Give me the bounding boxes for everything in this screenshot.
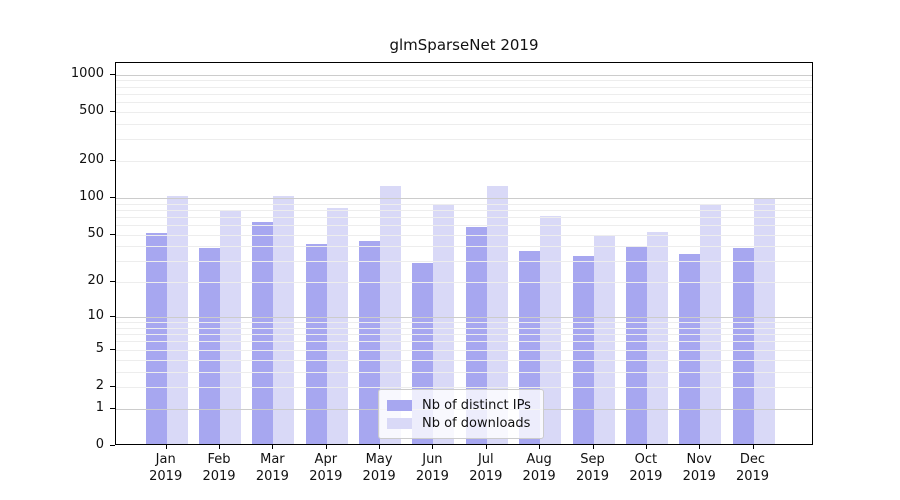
x-tick-label-oct: Oct 2019	[629, 452, 663, 484]
x-tick-label-mar: Mar 2019	[255, 452, 289, 484]
minor-gridline-800	[116, 86, 812, 88]
bar-distinct-ips-apr	[305, 244, 327, 444]
minor-gridline-200	[116, 160, 812, 162]
x-tick-label-jul: Jul 2019	[469, 452, 503, 484]
legend-item-distinct-ips: Nb of distinct IPs	[387, 396, 534, 414]
minor-gridline-700	[116, 93, 812, 95]
legend-item-downloads: Nb of downloads	[387, 414, 534, 432]
x-tick-mark-mar	[272, 445, 274, 449]
minor-gridline-300	[116, 139, 812, 141]
y-tick-label-100: 100	[79, 188, 104, 204]
x-tick-label-nov: Nov 2019	[682, 452, 716, 484]
major-gridline-1000	[116, 74, 812, 76]
x-tick-label-jan: Jan 2019	[149, 452, 183, 484]
bar-downloads-oct	[646, 231, 668, 444]
bar-distinct-ips-oct	[625, 247, 647, 444]
bar-downloads-dec	[753, 199, 775, 444]
x-tick-mark-jun	[432, 445, 434, 449]
y-tick-mark-200	[110, 159, 115, 161]
x-tick-label-jun: Jun 2019	[415, 452, 449, 484]
chart-title: glmSparseNet 2019	[389, 36, 539, 54]
x-tick-mark-jan	[165, 445, 167, 449]
x-tick-label-may: May 2019	[362, 452, 396, 484]
bar-downloads-jun	[433, 205, 455, 444]
y-tick-mark-20	[110, 281, 115, 283]
y-tick-mark-5	[110, 348, 115, 350]
bar-distinct-ips-nov	[679, 254, 701, 444]
bar-distinct-ips-sep	[572, 256, 594, 444]
bar-downloads-apr	[326, 207, 348, 444]
legend-swatch-distinct-ips	[387, 399, 412, 411]
y-tick-mark-100	[110, 196, 115, 198]
y-tick-label-2: 2	[95, 377, 104, 393]
minor-gridline-900	[116, 80, 812, 82]
y-tick-mark-500	[110, 110, 115, 112]
legend-swatch-downloads	[387, 417, 412, 429]
y-tick-label-20: 20	[87, 273, 104, 289]
bar-distinct-ips-may	[359, 240, 381, 444]
x-tick-mark-feb	[219, 445, 220, 449]
y-tick-mark-1000	[110, 73, 115, 75]
bar-distinct-ips-mar	[252, 222, 274, 444]
x-tick-mark-dec	[752, 445, 754, 449]
legend-label-downloads: Nb of downloads	[422, 415, 531, 431]
minor-gridline-400	[116, 123, 812, 125]
x-tick-label-feb: Feb 2019	[202, 452, 236, 484]
y-tick-mark-0	[110, 445, 115, 446]
legend-label-distinct-ips: Nb of distinct IPs	[422, 397, 531, 413]
x-tick-label-aug: Aug 2019	[522, 452, 556, 484]
bar-downloads-jan	[166, 195, 188, 444]
x-tick-mark-aug	[539, 445, 541, 449]
y-tick-mark-50	[110, 233, 115, 235]
plot-area	[115, 62, 813, 445]
x-tick-mark-apr	[325, 445, 327, 449]
y-tick-mark-1	[110, 407, 115, 409]
y-tick-label-500: 500	[79, 102, 104, 118]
minor-gridline-500	[116, 111, 812, 113]
bar-distinct-ips-jan	[145, 232, 167, 444]
x-tick-mark-oct	[645, 445, 647, 449]
minor-gridline-600	[116, 102, 812, 103]
x-tick-mark-jul	[485, 445, 487, 449]
bar-downloads-nov	[700, 205, 722, 444]
major-gridline-100	[116, 197, 812, 199]
bar-downloads-jul	[486, 186, 508, 444]
y-tick-label-10: 10	[87, 308, 104, 324]
y-tick-label-0: 0	[95, 437, 104, 452]
x-tick-label-sep: Sep 2019	[575, 452, 610, 484]
bar-distinct-ips-dec	[732, 248, 754, 444]
y-tick-label-1000: 1000	[70, 65, 104, 81]
x-tick-label-apr: Apr 2019	[309, 452, 343, 484]
y-tick-label-50: 50	[87, 225, 104, 241]
y-tick-mark-10	[110, 316, 115, 318]
bar-downloads-may	[380, 186, 402, 444]
y-tick-mark-2	[110, 385, 115, 387]
y-tick-label-5: 5	[95, 340, 104, 356]
x-tick-mark-may	[379, 445, 381, 449]
bar-downloads-mar	[273, 195, 295, 444]
bar-distinct-ips-feb	[199, 248, 221, 444]
bar-downloads-feb	[220, 210, 242, 444]
bar-downloads-sep	[593, 235, 615, 444]
x-tick-label-dec: Dec 2019	[735, 452, 770, 484]
y-tick-label-200: 200	[79, 151, 104, 167]
x-tick-mark-sep	[592, 445, 594, 449]
y-tick-label-1: 1	[95, 399, 104, 415]
legend: Nb of distinct IPs Nb of downloads	[378, 389, 544, 439]
x-tick-mark-nov	[699, 445, 701, 449]
